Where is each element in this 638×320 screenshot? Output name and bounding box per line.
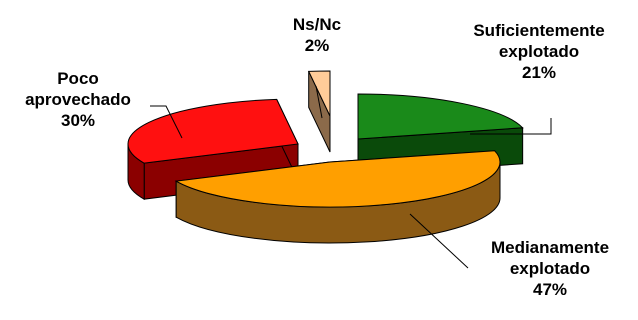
slice-label-ns-nc: Ns/Nc 2% (262, 14, 372, 56)
slice-percent-label: 47% (532, 280, 568, 299)
slice-label-poco-aprovechado: Poco aprovechado 30% (8, 68, 148, 131)
slice-1-top (174, 150, 501, 208)
slice-name-line: aprovechado (25, 90, 131, 109)
slice-name-line: Medianamente (490, 238, 610, 257)
slice-name-line: Ns/Nc (292, 15, 342, 34)
slice-name-line: explotado (509, 259, 591, 278)
slice-percent-label: 30% (60, 111, 96, 130)
leader-line-suficientemente (470, 118, 552, 135)
slice-label-suficientemente-explotado: Suficientemente explotado 21% (449, 20, 629, 83)
slice-name-line: Suficientemente (473, 21, 605, 40)
leader-line-ns-nc (315, 85, 323, 119)
slice-percent-label: 21% (521, 63, 557, 82)
slice-name-line: explotado (498, 42, 580, 61)
slice-3-top (307, 70, 331, 117)
slice-name-line: Poco (57, 69, 99, 88)
leader-line-poco (150, 105, 183, 139)
leader-line-medianamente (409, 213, 469, 269)
slice-0-top (357, 93, 524, 140)
slice-label-medianamente-explotado: Medianamente explotado 47% (462, 237, 638, 300)
slice-percent-label: 2% (304, 36, 330, 55)
